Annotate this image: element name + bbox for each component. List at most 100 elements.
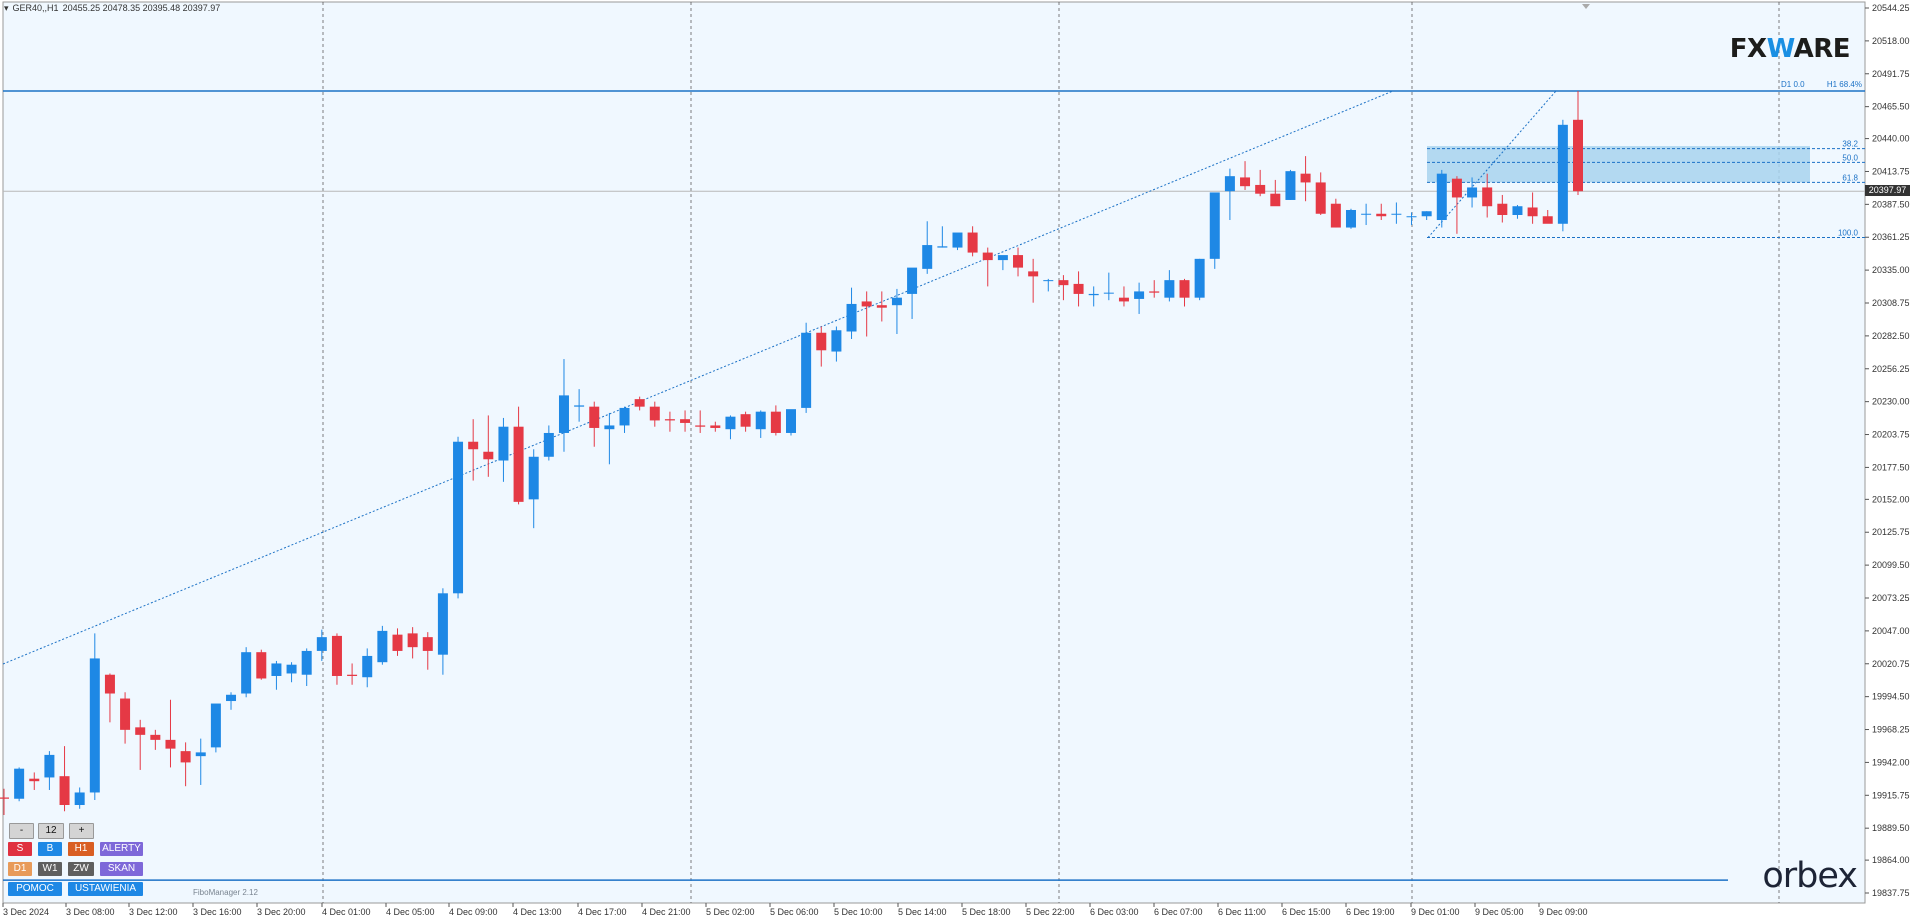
x-tick-label: 5 Dec 22:00 (1026, 907, 1075, 917)
chevron-down-icon[interactable]: ▾ (4, 3, 9, 13)
x-tick-label: 9 Dec 01:00 (1411, 907, 1460, 917)
y-tick-label: 20491.75 (1872, 69, 1910, 79)
fxware-logo: FXWARE (1729, 34, 1851, 64)
y-tick-label: 19968.25 (1872, 725, 1910, 735)
bear-candle (1255, 184, 1266, 194)
y-tick-label: 20465.50 (1872, 102, 1910, 112)
bull-candle (377, 630, 388, 663)
x-tick-label: 6 Dec 07:00 (1154, 907, 1203, 917)
bull-candle (952, 232, 963, 248)
bear-candle (59, 776, 70, 806)
bull-candle (604, 425, 615, 430)
help-button[interactable]: POMOC (8, 882, 62, 896)
bear-candle (0, 797, 9, 799)
increase-button[interactable]: + (69, 823, 94, 839)
bear-candle (1013, 255, 1024, 268)
bull-candle (1043, 280, 1054, 282)
bull-candle (1421, 211, 1432, 217)
bull-candle (543, 432, 554, 457)
bull-candle (286, 664, 297, 674)
bear-candle (740, 414, 751, 427)
y-tick-label: 20203.75 (1872, 430, 1910, 440)
y-tick-label: 19837.75 (1872, 888, 1910, 898)
timeframe-d1-button[interactable]: D1 (8, 862, 32, 876)
y-tick-label: 20518.00 (1872, 36, 1910, 46)
sell-button[interactable]: S (8, 842, 32, 856)
bull-candle (453, 441, 464, 594)
bull-candle (316, 637, 327, 651)
bull-candle (831, 330, 842, 352)
bear-candle (29, 778, 40, 782)
bull-candle (271, 663, 282, 676)
fibo-manager-label: FiboManager 2.12 (193, 888, 258, 897)
bear-candle (104, 674, 115, 694)
fib-top-label-left: D1 0.0 (1781, 80, 1805, 89)
bear-candle (589, 406, 600, 428)
fib-anchor-line (1427, 90, 1557, 238)
y-tick-label: 20335.00 (1872, 265, 1910, 275)
bull-candle (891, 297, 902, 306)
bear-candle (483, 451, 494, 460)
buy-button[interactable]: B (38, 842, 62, 856)
x-tick-label: 3 Dec 20:00 (257, 907, 306, 917)
bull-candle (195, 752, 206, 757)
bear-candle (664, 419, 675, 421)
bear-candle (135, 727, 146, 735)
y-tick-label: 19915.75 (1872, 790, 1910, 800)
current-price-tag: 20397.97 (1865, 185, 1910, 197)
scan-button[interactable]: SKAN (100, 862, 143, 876)
bear-candle (392, 634, 403, 651)
bear-candle (649, 406, 660, 421)
alerts-button[interactable]: ALERTY (100, 842, 143, 856)
bull-candle (1557, 124, 1568, 224)
bull-candle (14, 768, 25, 799)
bull-candle (922, 245, 933, 269)
bear-candle (1330, 203, 1341, 228)
bull-candle (1406, 216, 1417, 218)
bear-candle (1376, 213, 1387, 217)
bear-candle (634, 399, 645, 407)
bull-candle (558, 395, 569, 433)
bull-candle (1103, 292, 1114, 294)
count-field[interactable]: 12 (38, 823, 64, 839)
zw-button[interactable]: ZW (68, 862, 94, 876)
decrease-button[interactable]: - (9, 823, 34, 839)
bear-candle (816, 332, 827, 351)
x-tick-label: 4 Dec 13:00 (513, 907, 562, 917)
bull-candle (1088, 293, 1099, 296)
ohlc-readout: 20455.25 20478.35 20395.48 20397.97 (62, 3, 221, 13)
timeframe-w1-button[interactable]: W1 (38, 862, 62, 876)
x-tick-label: 9 Dec 09:00 (1539, 907, 1588, 917)
bear-candle (1270, 193, 1281, 207)
settings-button[interactable]: USTAWIENIA (68, 882, 143, 896)
bull-candle (44, 754, 55, 778)
y-tick-label: 19942.00 (1872, 757, 1910, 767)
bear-candle (680, 419, 691, 423)
x-tick-label: 6 Dec 03:00 (1090, 907, 1139, 917)
bear-candle (180, 751, 191, 763)
y-tick-label: 20073.25 (1872, 593, 1910, 603)
y-tick-label: 20152.00 (1872, 494, 1910, 504)
bear-candle (1058, 280, 1069, 286)
bear-candle (347, 674, 358, 676)
y-tick-label: 19889.50 (1872, 823, 1910, 833)
bull-candle (1345, 209, 1356, 228)
x-tick-label: 3 Dec 12:00 (129, 907, 178, 917)
bear-candle (1073, 283, 1084, 294)
fib-top-label-right: H1 68.4% (1827, 80, 1862, 89)
bear-candle (150, 734, 161, 740)
x-tick-label: 5 Dec 10:00 (834, 907, 883, 917)
y-tick-label: 20125.75 (1872, 527, 1910, 537)
bear-candle (422, 637, 433, 651)
timeframe-h1-button[interactable]: H1 (68, 842, 94, 856)
y-tick-label: 19864.00 (1872, 855, 1910, 865)
bear-candle (1497, 203, 1508, 216)
bear-candle (982, 252, 993, 261)
bull-candle (241, 652, 252, 694)
bull-candle (1436, 173, 1447, 221)
bull-candle (74, 792, 85, 806)
bull-candle (437, 593, 448, 655)
bull-candle (210, 703, 221, 748)
